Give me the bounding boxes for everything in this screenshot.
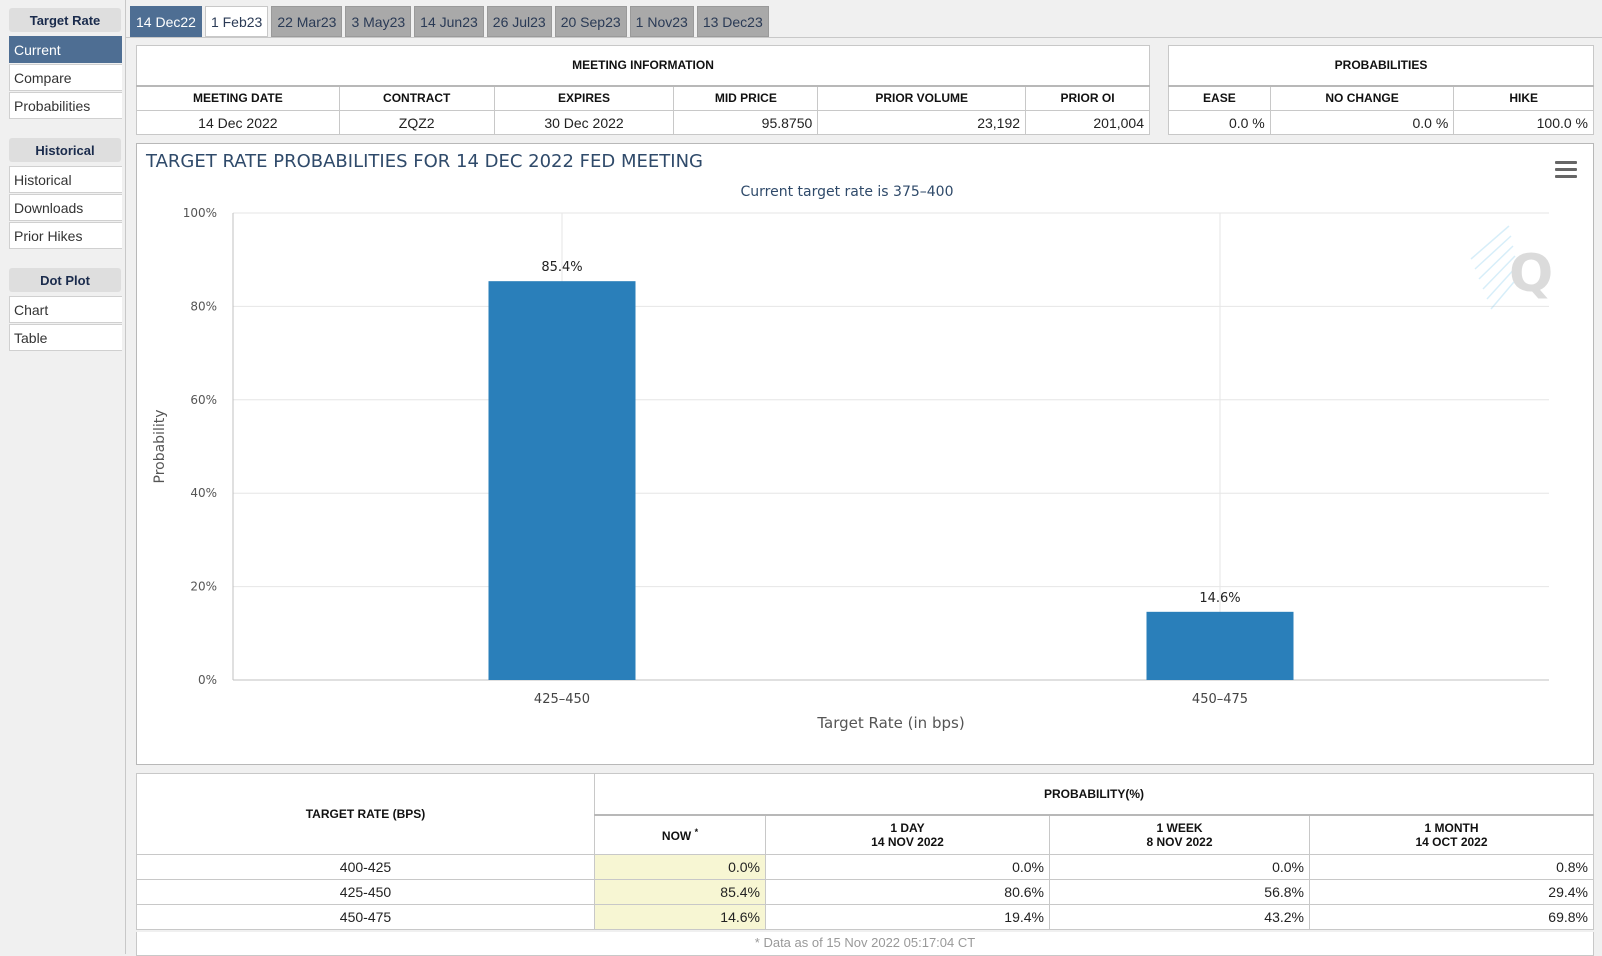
table-row: 425-450 85.4% 80.6% 56.8% 29.4% (136, 879, 1594, 905)
x-tick-label: 425–450 (534, 692, 590, 707)
y-tick-label: 60% (190, 393, 217, 407)
data-label: 85.4% (541, 260, 582, 275)
header-ease: EASE (1168, 85, 1271, 111)
meeting-tabs: 14 Dec22 1 Feb23 22 Mar23 3 May23 14 Jun… (130, 6, 769, 37)
tab-14-dec22[interactable]: 14 Dec22 (130, 6, 202, 37)
header-mid-price: MID PRICE (673, 85, 819, 111)
header-1-month-label: 1 MONTH (1424, 820, 1479, 835)
table-row: 400-425 0.0% 0.0% 0.0% 0.8% (136, 854, 1594, 880)
tab-26-jul23[interactable]: 26 Jul23 (486, 6, 552, 37)
bar-2 (1146, 611, 1294, 680)
x-axis-label: Target Rate (in bps) (816, 714, 964, 732)
month-cell: 29.4% (1309, 879, 1594, 905)
y-tick-label: 0% (198, 673, 217, 687)
now-cell: 85.4% (594, 879, 766, 905)
sidebar-section-historical: Historical (9, 138, 121, 162)
header-1-month-date: 14 OCT 2022 (1415, 834, 1488, 849)
header-hike: HIKE (1453, 85, 1594, 111)
prior-oi-value: 201,004 (1025, 110, 1150, 135)
sidebar: Target Rate Current Compare Probabilitie… (0, 0, 126, 954)
rate-cell: 400-425 (136, 854, 595, 880)
header-1-week-label: 1 WEEK (1156, 820, 1203, 835)
sidebar-item-prior-hikes[interactable]: Prior Hikes (9, 222, 122, 249)
day-cell: 0.0% (765, 854, 1050, 880)
y-tick-label: 80% (190, 299, 217, 313)
day-cell: 19.4% (765, 904, 1050, 930)
chart-panel: TARGET RATE PROBABILITIES FOR 14 DEC 202… (136, 143, 1594, 765)
tab-1-nov23[interactable]: 1 Nov23 (629, 6, 694, 37)
ease-value: 0.0 % (1168, 110, 1271, 135)
header-expires: EXPIRES (493, 85, 675, 111)
sidebar-section-target-rate: Target Rate (9, 8, 121, 32)
day-cell: 80.6% (765, 879, 1050, 905)
y-tick-label: 100% (183, 206, 217, 220)
sidebar-item-historical[interactable]: Historical (9, 166, 122, 193)
header-1-month: 1 MONTH 14 OCT 2022 (1309, 814, 1594, 855)
tab-3-may23[interactable]: 3 May23 (345, 6, 412, 37)
week-cell: 43.2% (1049, 904, 1310, 930)
header-now-label: NOW (661, 828, 692, 843)
rate-cell: 450-475 (136, 904, 595, 930)
rate-cell: 425-450 (136, 879, 595, 905)
header-prior-volume: PRIOR VOLUME (817, 85, 1027, 111)
header-1-week-date: 8 NOV 2022 (1146, 834, 1213, 849)
tab-14-jun23[interactable]: 14 Jun23 (414, 6, 484, 37)
header-probability-group: PROBABILITY(%) (594, 773, 1594, 816)
y-axis-label: Probability (152, 409, 168, 483)
header-now-sup: * (694, 826, 699, 837)
probability-table: TARGET RATE (BPS) PROBABILITY(%) NOW * 1… (136, 773, 1594, 930)
sidebar-item-probabilities[interactable]: Probabilities (9, 92, 122, 119)
watermark-logo-icon: Q (1470, 225, 1553, 310)
expires-value: 30 Dec 2022 (493, 110, 675, 135)
x-tick-label: 450–475 (1192, 692, 1248, 707)
month-cell: 69.8% (1309, 904, 1594, 930)
svg-text:Q: Q (1509, 244, 1553, 304)
header-contract: CONTRACT (338, 85, 495, 111)
month-cell: 0.8% (1309, 854, 1594, 880)
header-prior-oi: PRIOR OI (1025, 85, 1150, 111)
tab-13-dec23[interactable]: 13 Dec23 (696, 6, 769, 37)
probabilities-title: PROBABILITIES (1168, 45, 1594, 87)
bar-1 (488, 281, 636, 680)
table-row: 450-475 14.6% 19.4% 43.2% 69.8% (136, 904, 1594, 930)
week-cell: 56.8% (1049, 879, 1310, 905)
tab-1-feb23[interactable]: 1 Feb23 (204, 6, 269, 37)
week-cell: 0.0% (1049, 854, 1310, 880)
meeting-info-table: MEETING INFORMATION MEETING DATE CONTRAC… (136, 45, 1150, 135)
sidebar-item-table[interactable]: Table (9, 324, 122, 351)
header-1-day-date: 14 NOV 2022 (871, 834, 944, 849)
tab-20-sep23[interactable]: 20 Sep23 (554, 6, 627, 37)
chart-subtitle: Current target rate is 375–400 (740, 184, 953, 200)
header-1-week: 1 WEEK 8 NOV 2022 (1049, 814, 1310, 855)
data-label: 14.6% (1199, 591, 1240, 606)
header-no-change: NO CHANGE (1269, 85, 1455, 111)
sidebar-item-chart[interactable]: Chart (9, 296, 122, 323)
sidebar-item-compare[interactable]: Compare (9, 64, 122, 91)
chart-title: TARGET RATE PROBABILITIES FOR 14 DEC 202… (145, 151, 703, 172)
prior-volume-value: 23,192 (817, 110, 1027, 135)
hike-value: 100.0 % (1453, 110, 1594, 135)
probabilities-summary-table: PROBABILITIES EASE NO CHANGE HIKE 0.0 % … (1168, 45, 1594, 135)
header-1-day-label: 1 DAY (890, 820, 925, 835)
sidebar-section-dot-plot: Dot Plot (9, 268, 121, 292)
header-meeting-date: MEETING DATE (136, 85, 340, 111)
header-target-rate-bps: TARGET RATE (BPS) (136, 773, 595, 855)
sidebar-item-current[interactable]: Current (9, 36, 122, 63)
header-1-day: 1 DAY 14 NOV 2022 (765, 814, 1050, 855)
tab-22-mar23[interactable]: 22 Mar23 (271, 6, 343, 37)
contract-value: ZQZ2 (338, 110, 495, 135)
data-timestamp-footnote: * Data as of 15 Nov 2022 05:17:04 CT (136, 932, 1594, 956)
header-now: NOW * (594, 814, 766, 855)
probability-chart: TARGET RATE PROBABILITIES FOR 14 DEC 202… (145, 151, 1553, 732)
now-cell: 14.6% (594, 904, 766, 930)
no-change-value: 0.0 % (1269, 110, 1455, 135)
now-cell: 0.0% (594, 854, 766, 880)
meeting-date-value: 14 Dec 2022 (136, 110, 340, 135)
mid-price-value: 95.8750 (673, 110, 819, 135)
y-tick-label: 40% (190, 486, 217, 500)
meeting-info-title: MEETING INFORMATION (136, 45, 1150, 87)
y-tick-label: 20% (190, 580, 217, 594)
chart-menu-icon[interactable] (1555, 161, 1577, 179)
sidebar-item-downloads[interactable]: Downloads (9, 194, 122, 221)
